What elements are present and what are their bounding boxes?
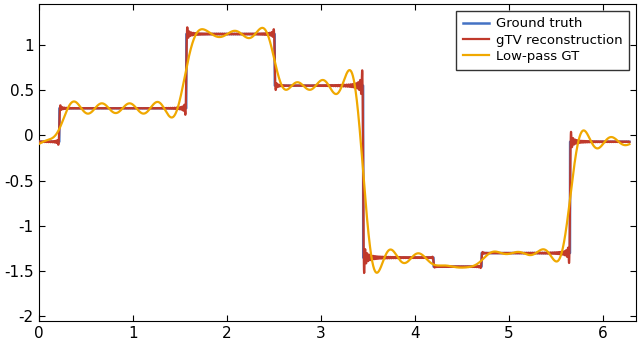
gTV reconstruction: [35, 140, 42, 144]
gTV reconstruction: [515, 251, 523, 255]
gTV reconstruction: [589, 140, 596, 144]
Line: Low-pass GT: Low-pass GT: [38, 28, 629, 273]
Low-pass GT: [429, 262, 436, 266]
Ground truth: [35, 140, 42, 144]
Low-pass GT: [259, 26, 266, 30]
Low-pass GT: [35, 142, 42, 146]
Low-pass GT: [558, 251, 566, 255]
gTV reconstruction: [625, 140, 633, 144]
gTV reconstruction: [360, 271, 368, 275]
Ground truth: [625, 140, 633, 144]
gTV reconstruction: [611, 139, 618, 144]
Ground truth: [611, 140, 618, 144]
Line: Ground truth: Ground truth: [38, 34, 629, 267]
gTV reconstruction: [429, 255, 436, 259]
gTV reconstruction: [558, 251, 566, 255]
Ground truth: [429, 256, 436, 260]
Low-pass GT: [589, 142, 596, 146]
Line: gTV reconstruction: gTV reconstruction: [38, 27, 629, 273]
Ground truth: [430, 265, 438, 269]
gTV reconstruction: [184, 25, 191, 29]
Ground truth: [81, 106, 89, 110]
Ground truth: [558, 251, 566, 255]
Low-pass GT: [611, 136, 618, 140]
Low-pass GT: [515, 250, 523, 254]
Low-pass GT: [373, 271, 381, 275]
gTV reconstruction: [81, 106, 89, 110]
Legend: Ground truth, gTV reconstruction, Low-pass GT: Ground truth, gTV reconstruction, Low-pa…: [456, 11, 629, 70]
Ground truth: [589, 140, 596, 144]
Low-pass GT: [625, 142, 633, 146]
Low-pass GT: [81, 110, 89, 115]
Ground truth: [182, 32, 190, 36]
Ground truth: [515, 251, 523, 255]
